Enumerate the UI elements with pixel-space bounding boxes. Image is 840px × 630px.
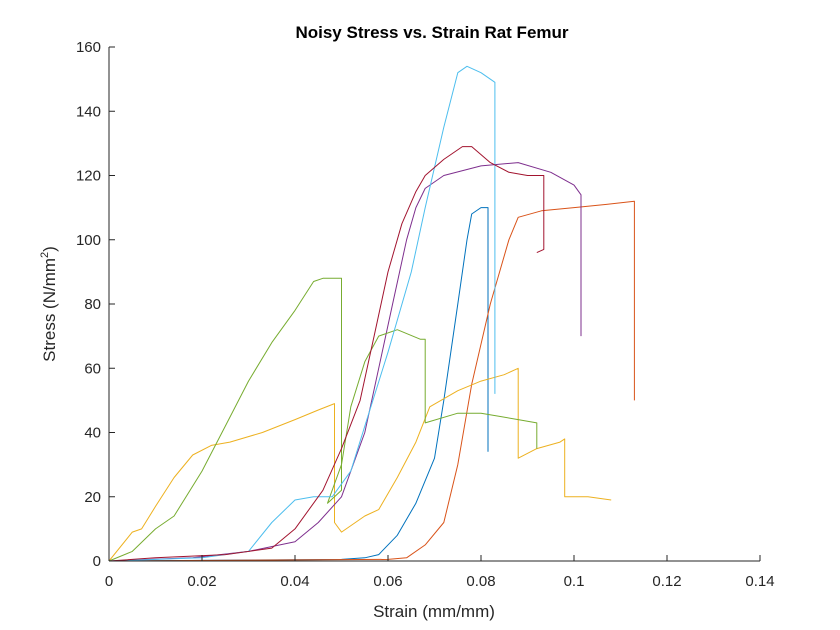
series-line-2: [108, 200, 635, 562]
x-ticks: 0 0.02 0.04 0.06 0.08 0.1 0.12 0.14: [105, 555, 775, 590]
x-tick-label: 0.08: [466, 573, 495, 590]
x-tick-label: 0.14: [745, 573, 774, 590]
y-axis-label-end: ): [40, 246, 59, 252]
series-line-4: [108, 162, 582, 562]
y-tick-label: 20: [84, 489, 101, 506]
x-tick-label: 0.12: [652, 573, 681, 590]
x-tick-label: 0: [105, 573, 113, 590]
series-line-7: [108, 146, 545, 562]
chart-title: Noisy Stress vs. Strain Rat Femur: [295, 23, 568, 42]
y-tick-label: 40: [84, 425, 101, 442]
y-axis-label-sup: 2: [39, 252, 51, 258]
y-axis-label-main: Stress (N/mm: [40, 258, 59, 362]
series-line-3: [108, 367, 612, 562]
x-tick-label: 0.06: [373, 573, 402, 590]
y-axis-label: Stress (N/mm2): [39, 246, 59, 362]
y-tick-label: 120: [76, 168, 101, 185]
y-tick-label: 60: [84, 360, 101, 377]
y-tick-label: 80: [84, 296, 101, 313]
y-tick-label: 160: [76, 39, 101, 56]
series-line-6: [108, 65, 496, 562]
series-line-1: [108, 207, 489, 562]
series-line-5: [108, 277, 538, 562]
y-tick-label: 0: [93, 553, 101, 570]
x-axis-label: Strain (mm/mm): [373, 602, 495, 621]
plot-series: [108, 65, 635, 562]
y-tick-label: 100: [76, 232, 101, 249]
y-tick-label: 140: [76, 103, 101, 120]
x-tick-label: 0.02: [187, 573, 216, 590]
x-tick-label: 0.04: [280, 573, 309, 590]
x-tick-label: 0.1: [564, 573, 585, 590]
y-ticks: 0 20 40 60 80 100 120 140 160: [76, 39, 115, 570]
